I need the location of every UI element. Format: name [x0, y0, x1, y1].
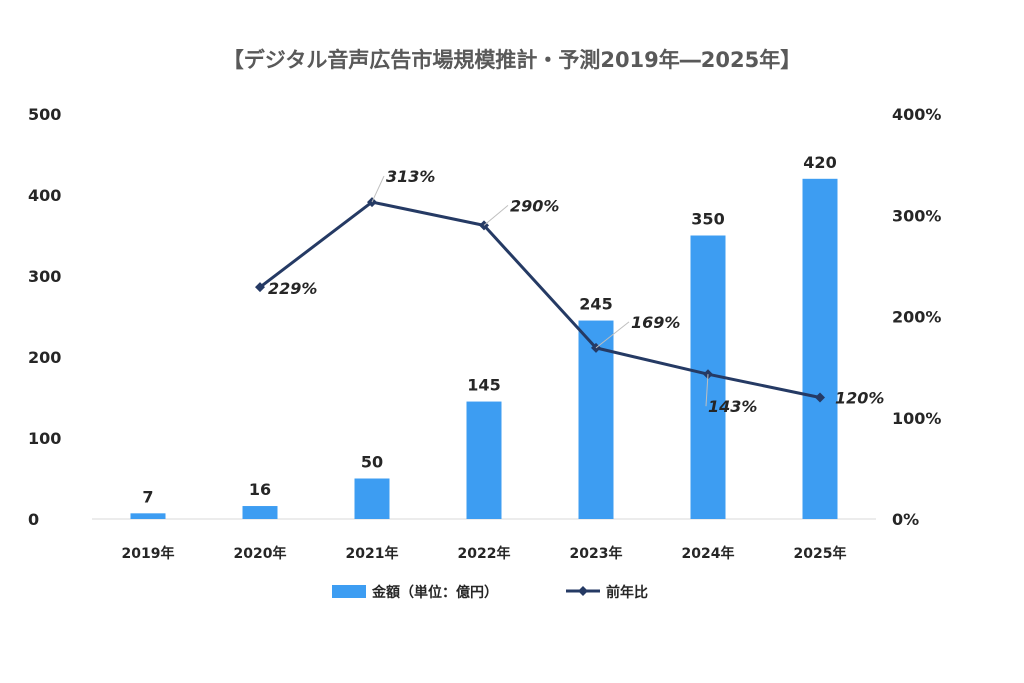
legend-swatch-bar — [332, 585, 366, 598]
y-left-tick-label: 400 — [28, 186, 61, 205]
bar — [802, 178, 838, 520]
y-left-tick-label: 200 — [28, 348, 61, 367]
x-tick-label: 2019年 — [122, 545, 175, 562]
line-value-label: 143% — [708, 397, 757, 416]
legend-label-bar: 金額（単位：億円） — [371, 584, 498, 601]
bar-value-label: 350 — [691, 210, 724, 229]
legend-label-line: 前年比 — [606, 584, 648, 601]
x-tick-label: 2023年 — [570, 545, 623, 562]
bar-value-label: 16 — [249, 480, 271, 499]
x-tick-label: 2020年 — [234, 545, 287, 562]
line-value-label: 229% — [268, 279, 317, 298]
x-tick-label: 2021年 — [346, 545, 399, 562]
legend-swatch-marker — [578, 586, 588, 596]
y-right-tick-label: 200% — [892, 308, 941, 327]
line-series — [259, 200, 821, 399]
line-value-label: 169% — [631, 313, 680, 332]
bar — [354, 478, 390, 519]
line-value-label: 120% — [835, 389, 884, 408]
bar — [578, 320, 614, 519]
bar-value-label: 7 — [142, 487, 153, 506]
y-left-tick-label: 100 — [28, 429, 61, 448]
bar — [466, 401, 502, 519]
y-right-tick-label: 0% — [892, 510, 919, 529]
bar — [130, 513, 166, 519]
leader-line — [371, 175, 385, 203]
bar-value-label: 245 — [579, 295, 612, 314]
y-left-tick-label: 300 — [28, 267, 61, 286]
y-right-tick-label: 100% — [892, 409, 941, 428]
x-tick-label: 2022年 — [458, 545, 511, 562]
line-value-label: 290% — [510, 196, 559, 215]
bar-value-label: 145 — [467, 376, 500, 395]
line-marker — [255, 282, 265, 293]
chart-title: 【デジタル音声広告市場規模推計・予測2019年―2025年】 — [223, 48, 801, 72]
y-right-tick-label: 400% — [892, 105, 941, 124]
y-left-tick-label: 500 — [28, 105, 61, 124]
line-marker — [815, 392, 825, 403]
x-tick-label: 2024年 — [682, 545, 735, 562]
bar — [242, 506, 278, 519]
y-left-tick-label: 0 — [28, 510, 39, 529]
bar-value-label: 50 — [361, 453, 383, 472]
bar-value-label: 420 — [803, 153, 836, 172]
y-right-tick-label: 300% — [892, 206, 941, 225]
leader-line — [483, 204, 509, 226]
x-tick-label: 2025年 — [794, 545, 847, 562]
leader-line — [705, 374, 709, 407]
leader-line — [595, 321, 630, 349]
line-value-label: 313% — [386, 167, 435, 186]
